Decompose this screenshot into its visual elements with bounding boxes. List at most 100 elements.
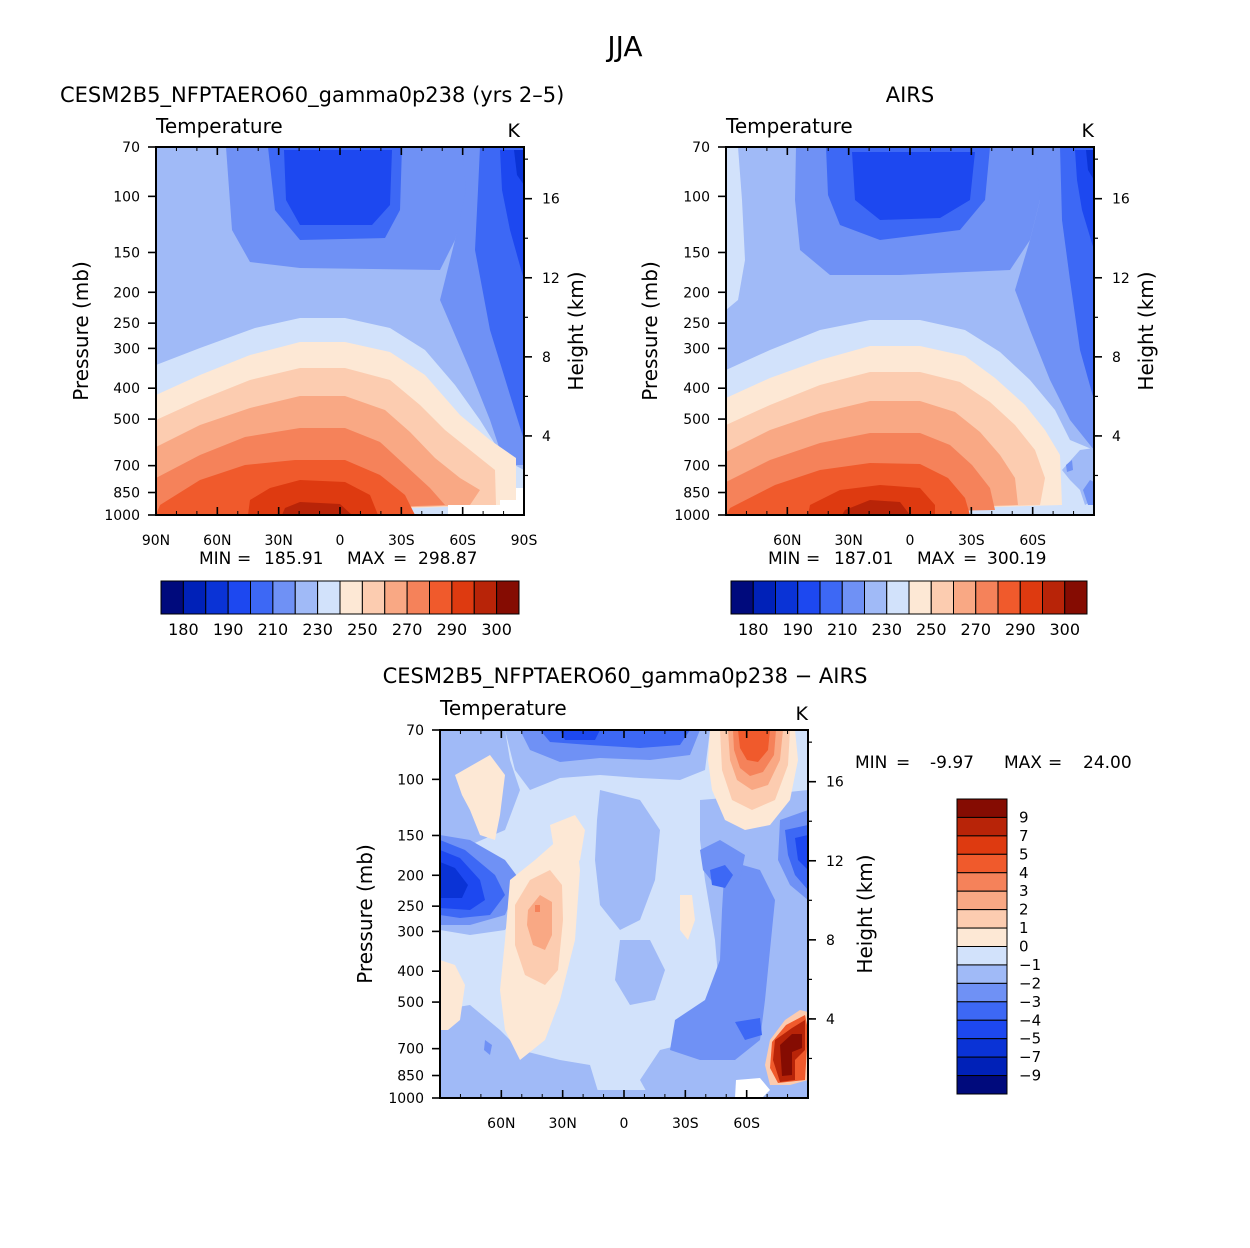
panel-obs-min-eq: = (806, 549, 820, 569)
panel-diff-max-eq: = (1048, 753, 1062, 773)
y2-tick-label: 16 (542, 192, 560, 208)
y-tick-label: 850 (397, 1069, 424, 1085)
colorbar-box (956, 853, 1008, 874)
colorbar-box (205, 580, 229, 615)
y-tick-label: 250 (683, 316, 710, 332)
x-tick-label: 0 (620, 1116, 629, 1132)
y-tick-label: 100 (113, 189, 140, 205)
colorbar-box (227, 580, 251, 615)
colorbar-box (797, 580, 821, 615)
y-tick-label: 150 (113, 245, 140, 261)
colorbar-box (160, 580, 184, 615)
colorbar-label: 3 (1019, 882, 1029, 900)
y-tick-label: 850 (683, 486, 710, 502)
colorbar-box (886, 580, 910, 615)
panel-diff-ylabel: Pressure (mb) (353, 844, 377, 984)
colorbar-label: 300 (481, 620, 512, 639)
colorbar-box (956, 1001, 1008, 1021)
colorbar-label: 4 (1019, 864, 1029, 882)
colorbar-label: −4 (1019, 1011, 1041, 1029)
colorbar-box (294, 580, 319, 615)
panel-obs-units: K (1082, 120, 1095, 142)
colorbar-box (864, 580, 888, 615)
colorbar-box (956, 982, 1008, 1003)
y-tick-label: 300 (113, 341, 140, 357)
panel-obs-max-label: MAX (917, 549, 955, 569)
panel-model-units: K (508, 120, 521, 142)
y-tick-label: 200 (113, 285, 140, 301)
y-tick-label: 700 (683, 459, 710, 475)
colorbar-label: 190 (782, 620, 813, 639)
colorbar-box (956, 798, 1008, 818)
colorbar-box (730, 580, 754, 615)
y2-tick-label: 4 (542, 429, 551, 445)
colorbar-label: 290 (1005, 620, 1036, 639)
colorbar-box (775, 580, 799, 615)
y2-tick-label: 12 (1112, 271, 1130, 287)
colorbar-label: −1 (1019, 956, 1041, 974)
x-tick-label: 90N (142, 533, 170, 549)
colorbar-label: −9 (1019, 1067, 1041, 1085)
panel-model-field (156, 147, 524, 515)
colorbar-box (1019, 580, 1043, 615)
colorbar-label: 2 (1019, 901, 1029, 919)
panel-diff-y2label: Height (km) (853, 854, 877, 973)
panel-obs-colorbar: 180 190 210 230 250 270 290 300 (730, 580, 1088, 639)
colorbar-box (841, 580, 865, 615)
colorbar-box (429, 580, 453, 615)
colorbar-label: 5 (1019, 845, 1029, 863)
y-tick-label: 250 (113, 316, 140, 332)
colorbar-box (956, 1038, 1008, 1058)
y-tick-label: 70 (692, 140, 710, 156)
colorbar-box (1042, 580, 1066, 615)
panel-diff: CESM2B5_NFPTAERO60_gamma0p238 − AIRS Tem… (353, 664, 1132, 1132)
panel-diff-axes: 70 100 150 200 250 300 400 500 700 850 1000 4 8 12 16 6… (388, 723, 844, 1132)
colorbar-label: 250 (347, 620, 378, 639)
panel-diff-units: K (796, 703, 809, 725)
colorbar-box (752, 580, 776, 615)
panel-diff-max-value: 24.00 (1083, 753, 1132, 773)
y2-tick-label: 12 (542, 271, 560, 287)
panel-model-max-eq: = (393, 549, 407, 569)
y2-tick-label: 8 (826, 933, 835, 949)
y-tick-label: 500 (397, 995, 424, 1011)
y-tick-label: 70 (122, 140, 140, 156)
colorbar-box (956, 909, 1008, 929)
panel-diff-title: CESM2B5_NFPTAERO60_gamma0p238 − AIRS (383, 664, 868, 689)
x-tick-label: 60S (449, 533, 476, 549)
colorbar-box (361, 580, 386, 615)
colorbar-label: 7 (1019, 827, 1029, 845)
panel-model-min-value: 185.91 (264, 549, 323, 569)
x-tick-label: 90S (511, 533, 538, 549)
panel-model-colorbar: 180 190 210 230 250 270 290 300 (160, 580, 520, 639)
colorbar-label: 230 (871, 620, 902, 639)
y2-tick-label: 8 (542, 350, 551, 366)
colorbar-box (819, 580, 843, 615)
colorbar-box (997, 580, 1021, 615)
panel-diff-min-value: -9.97 (930, 753, 974, 773)
colorbar-label: 190 (213, 620, 244, 639)
colorbar-label: 290 (437, 620, 468, 639)
panel-model-max-label: MAX (347, 549, 385, 569)
colorbar-label: 210 (827, 620, 858, 639)
y-tick-label: 100 (683, 189, 710, 205)
y2-tick-label: 4 (1112, 429, 1121, 445)
y-tick-label: 150 (397, 828, 424, 844)
y-tick-label: 70 (406, 723, 424, 739)
panel-obs-axes: 70 100 150 200 250 300 400 500 700 850 1000 4 8 12 16 6… (674, 140, 1130, 549)
colorbar-box (384, 580, 408, 615)
colorbar-label: 1 (1019, 919, 1029, 937)
colorbar-label: 9 (1019, 808, 1029, 826)
panel-model-variable: Temperature (155, 114, 283, 138)
panel-diff-variable: Temperature (439, 696, 567, 720)
y2-tick-label: 8 (1112, 350, 1121, 366)
y-tick-label: 500 (683, 412, 710, 428)
colorbar-label: 180 (168, 620, 199, 639)
colorbar-box (956, 964, 1008, 984)
figure-title: JJA (605, 30, 642, 63)
colorbar-label: 250 (916, 620, 947, 639)
colorbar-box (182, 580, 207, 615)
y-tick-label: 200 (683, 285, 710, 301)
